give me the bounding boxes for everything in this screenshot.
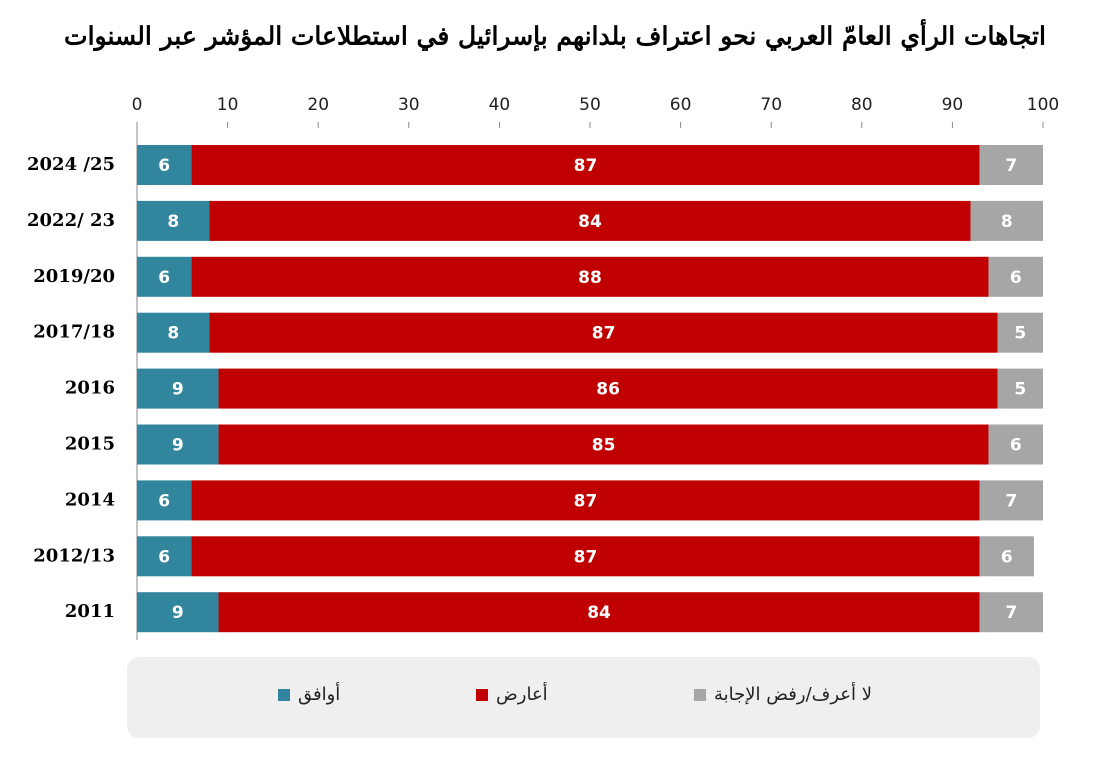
value-label: 8 — [167, 324, 179, 344]
value-label: 6 — [158, 491, 170, 511]
value-label: 84 — [578, 212, 602, 232]
bar-segment — [137, 256, 192, 297]
bar-segment — [997, 312, 1043, 353]
bar-segment — [209, 312, 998, 353]
value-label: 7 — [1005, 491, 1017, 511]
bar-segment — [988, 256, 1043, 297]
value-label: 6 — [1010, 436, 1022, 456]
bar-segment — [191, 145, 980, 185]
value-label: 6 — [158, 156, 170, 176]
value-label: 7 — [1005, 156, 1017, 176]
bar-segment — [970, 200, 1043, 241]
y-tick-label: 2011 — [65, 601, 115, 622]
bar-segment — [191, 480, 980, 521]
y-tick-label: 2012/13 — [33, 545, 115, 566]
value-label: 9 — [172, 603, 184, 623]
y-tick-label: 2016 — [65, 378, 115, 399]
x-tick-label: 100 — [1027, 95, 1059, 115]
x-tick-label: 10 — [217, 95, 239, 115]
bar-segment — [979, 480, 1043, 521]
legend-label: أوافق — [298, 682, 340, 705]
value-label: 88 — [578, 268, 602, 288]
x-tick-label: 70 — [760, 95, 782, 115]
x-tick-label: 90 — [942, 95, 964, 115]
x-tick-label: 80 — [851, 95, 873, 115]
x-tick-label: 0 — [132, 95, 143, 115]
y-tick-label: 2022/ 23 — [27, 210, 115, 231]
x-tick-label: 30 — [398, 95, 420, 115]
value-label: 6 — [158, 547, 170, 567]
bar-segment — [979, 145, 1043, 185]
legend-swatch — [694, 689, 706, 701]
x-tick-label: 20 — [307, 95, 329, 115]
value-label: 5 — [1014, 380, 1026, 400]
bar-segment — [988, 424, 1043, 465]
bar-segment — [218, 592, 980, 633]
value-label: 87 — [574, 156, 598, 176]
value-label: 8 — [167, 212, 179, 232]
bar-segment — [218, 424, 989, 465]
legend-swatch — [476, 689, 488, 701]
y-tick-label: 2024 /25 — [27, 154, 115, 175]
bar-segment — [137, 368, 219, 409]
value-label: 6 — [1001, 547, 1013, 567]
value-label: 6 — [1010, 268, 1022, 288]
y-tick-label: 2015 — [65, 434, 115, 455]
bar-segment — [137, 536, 192, 577]
bar-segment — [137, 592, 219, 633]
legend-swatch — [278, 689, 290, 701]
value-label: 87 — [574, 547, 598, 567]
bar-segment — [997, 368, 1043, 409]
y-tick-label: 2014 — [65, 489, 115, 510]
bar-segment — [137, 424, 219, 465]
bar-segment — [137, 145, 192, 185]
value-label: 5 — [1014, 324, 1026, 344]
value-label: 8 — [1001, 212, 1013, 232]
value-label: 9 — [172, 380, 184, 400]
legend-box — [127, 657, 1040, 738]
value-label: 87 — [574, 491, 598, 511]
x-tick-label: 50 — [579, 95, 601, 115]
legend-label: أعارض — [496, 682, 548, 705]
bar-segment — [218, 368, 998, 409]
value-label: 87 — [592, 324, 616, 344]
value-label: 6 — [158, 268, 170, 288]
bar-segment — [191, 256, 989, 297]
value-label: 85 — [592, 436, 616, 456]
value-label: 86 — [596, 380, 620, 400]
value-label: 9 — [172, 436, 184, 456]
chart-title: اتجاهات الرأي العامّ العربي نحو اعتراف ب… — [64, 18, 1046, 52]
bar-segment — [137, 480, 192, 521]
x-tick-label: 40 — [489, 95, 511, 115]
value-label: 84 — [587, 603, 611, 623]
x-tick-label: 60 — [670, 95, 692, 115]
legend-label: لا أعرف/رفض الإجابة — [714, 682, 872, 705]
value-label: 7 — [1005, 603, 1017, 623]
y-tick-label: 2019/20 — [33, 266, 115, 287]
bar-segment — [191, 536, 980, 577]
bar-segment — [209, 200, 971, 241]
bar-segment — [137, 200, 210, 241]
bar-segment — [979, 536, 1034, 577]
bar-segment — [137, 312, 210, 353]
y-tick-label: 2017/18 — [33, 322, 115, 343]
bar-segment — [979, 592, 1043, 633]
